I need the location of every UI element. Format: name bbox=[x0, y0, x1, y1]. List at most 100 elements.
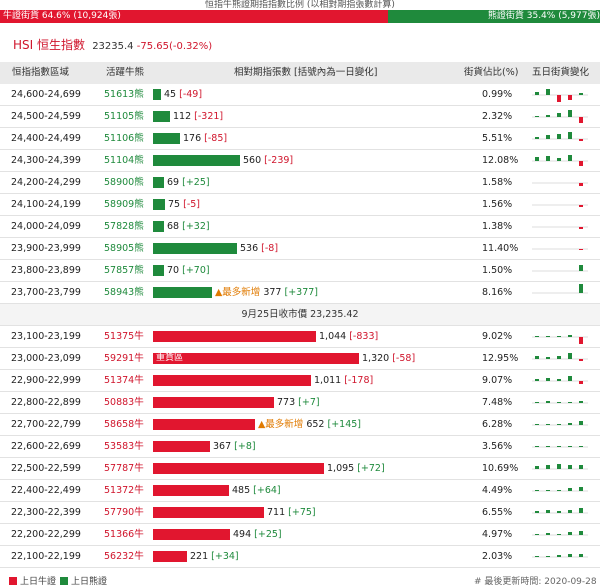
sparkline-bar bbox=[546, 490, 550, 491]
five-day-sparkline bbox=[532, 464, 588, 470]
quantity-number: 1,095 bbox=[327, 463, 358, 474]
share-percent: 8.16% bbox=[482, 287, 513, 298]
range-cell: 22,500-22,599 bbox=[11, 463, 81, 474]
sparkline-bar bbox=[568, 465, 572, 469]
share-percent: 5.51% bbox=[482, 133, 513, 144]
range-cell: 24,100-24,199 bbox=[11, 199, 81, 210]
quantity-number: 68 bbox=[167, 221, 183, 232]
warrant-code-link[interactable]: 53583牛 bbox=[104, 441, 144, 452]
sparkline-bar bbox=[546, 336, 550, 337]
warrant-code-link[interactable]: 58943熊 bbox=[104, 287, 144, 298]
warrant-code-link[interactable]: 58909熊 bbox=[104, 199, 144, 210]
sparkline-bar bbox=[579, 117, 583, 123]
warrant-code-link[interactable]: 51105熊 bbox=[104, 111, 144, 122]
sparkline-bar bbox=[579, 554, 583, 557]
warrant-code-link[interactable]: 51375牛 bbox=[104, 331, 144, 342]
warrant-code-link[interactable]: 51366牛 bbox=[104, 529, 144, 540]
quantity-value: 367 [+8] bbox=[213, 436, 256, 458]
warrant-code-link[interactable]: 57828熊 bbox=[104, 221, 144, 232]
index-name: HSI 恒生指數 bbox=[13, 38, 85, 52]
quantity-bar bbox=[153, 133, 180, 144]
warrant-code-link[interactable]: 58900熊 bbox=[104, 177, 144, 188]
sparkline-bar bbox=[546, 89, 550, 95]
warrant-code-link[interactable]: 57857熊 bbox=[104, 265, 144, 276]
warrant-code-link[interactable]: 51374牛 bbox=[104, 375, 144, 386]
legend-bull-swatch bbox=[9, 577, 17, 585]
quantity-bar bbox=[153, 375, 311, 386]
warrant-code-link[interactable]: 50883牛 bbox=[104, 397, 144, 408]
sparkline-bar bbox=[535, 336, 539, 337]
sparkline-bar bbox=[579, 93, 583, 95]
quantity-number: 377 bbox=[263, 287, 285, 298]
share-percent: 6.28% bbox=[482, 419, 513, 430]
warrant-code-link[interactable]: 58905熊 bbox=[104, 243, 144, 254]
five-day-sparkline bbox=[532, 376, 588, 384]
share-percent: 12.95% bbox=[482, 353, 519, 364]
sparkline-bar bbox=[557, 464, 561, 469]
five-day-sparkline bbox=[532, 446, 588, 448]
sparkline-bar bbox=[535, 137, 539, 139]
sparkline-bar bbox=[579, 531, 583, 535]
share-percent: 6.55% bbox=[482, 507, 513, 518]
sparkline-bar bbox=[546, 135, 550, 139]
sparkline-bar bbox=[579, 139, 583, 141]
warrant-code-link[interactable]: 51372牛 bbox=[104, 485, 144, 496]
day-change: [-85] bbox=[204, 133, 228, 144]
table-row: 24,300-24,399 51104熊 560 [-239] 12.08% bbox=[0, 150, 600, 172]
five-day-sparkline bbox=[532, 554, 588, 558]
warrant-code-link[interactable]: 56232牛 bbox=[104, 551, 144, 562]
share-percent: 1.58% bbox=[482, 177, 513, 188]
warrant-code-link[interactable]: 51104熊 bbox=[104, 155, 144, 166]
quantity-number: 494 bbox=[233, 529, 255, 540]
day-change: [+377] bbox=[284, 287, 318, 298]
quantity-bar bbox=[153, 485, 229, 496]
sparkline-bar bbox=[568, 554, 572, 557]
range-cell: 23,100-23,199 bbox=[11, 331, 81, 342]
quantity-number: 75 bbox=[168, 199, 184, 210]
day-change: [-49] bbox=[179, 89, 203, 100]
warrant-code-link[interactable]: 58658牛 bbox=[104, 419, 144, 430]
range-cell: 22,400-22,499 bbox=[11, 485, 81, 496]
share-percent: 0.99% bbox=[482, 89, 513, 100]
sparkline-bar bbox=[568, 402, 572, 403]
sparkline-bar bbox=[535, 556, 539, 557]
five-day-sparkline bbox=[532, 284, 588, 294]
warrant-code-link[interactable]: 51106熊 bbox=[104, 133, 144, 144]
day-change: [+7] bbox=[298, 397, 320, 408]
table-row: 22,400-22,499 51372牛 485 [+64] 4.49% bbox=[0, 480, 600, 502]
range-cell: 22,300-22,399 bbox=[11, 507, 81, 518]
warrant-code-link[interactable]: 57790牛 bbox=[104, 507, 144, 518]
sparkline-bar bbox=[557, 158, 561, 161]
sparkline-bar bbox=[546, 556, 550, 557]
chart-caption: 恒指牛熊證期指指數比例 (以相對期指張數計算) bbox=[205, 0, 395, 10]
day-change: [+75] bbox=[288, 507, 316, 518]
quantity-bar bbox=[153, 265, 164, 276]
most-added-badge: ▲最多新增 bbox=[215, 287, 264, 298]
sparkline-bar bbox=[568, 132, 572, 139]
col-range: 恒指指數區域 bbox=[12, 67, 70, 78]
col-code: 活躍牛熊 bbox=[106, 67, 145, 78]
warrant-code-link[interactable]: 51613熊 bbox=[104, 89, 144, 100]
five-day-sparkline bbox=[532, 353, 588, 361]
day-change: [+70] bbox=[182, 265, 210, 276]
quantity-number: 45 bbox=[164, 89, 180, 100]
range-cell: 24,300-24,399 bbox=[11, 155, 81, 166]
quantity-number: 652 bbox=[306, 419, 328, 430]
range-cell: 22,600-22,699 bbox=[11, 441, 81, 452]
table-row: 23,100-23,199 51375牛 1,044 [-833] 9.02% bbox=[0, 326, 600, 348]
quantity-bar: 重貨區 bbox=[153, 353, 359, 364]
sparkline-bar bbox=[557, 336, 561, 337]
five-day-sparkline bbox=[532, 487, 588, 492]
quantity-number: 70 bbox=[167, 265, 183, 276]
five-day-sparkline bbox=[532, 226, 588, 229]
quantity-number: 1,320 bbox=[362, 353, 393, 364]
quantity-value: 69 [+25] bbox=[167, 172, 210, 194]
sparkline-bar bbox=[579, 381, 583, 384]
warrant-code-link[interactable]: 59291牛 bbox=[104, 353, 144, 364]
quantity-value: 1,320 [-58] bbox=[362, 348, 415, 370]
warrant-code-link[interactable]: 57787牛 bbox=[104, 463, 144, 474]
quantity-number: 1,044 bbox=[319, 331, 350, 342]
quantity-value: 1,044 [-833] bbox=[319, 326, 378, 348]
table-row: 23,800-23,899 57857熊 70 [+70] 1.50% bbox=[0, 260, 600, 282]
five-day-sparkline bbox=[532, 182, 588, 186]
